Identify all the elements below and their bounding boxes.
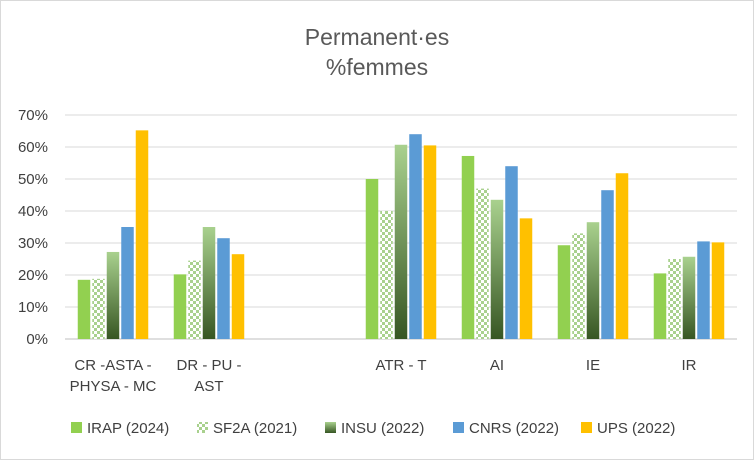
bar-insu-2022 xyxy=(394,144,408,339)
legend-item: CNRS (2022) xyxy=(453,420,559,437)
bar-irap-2024 xyxy=(173,274,187,339)
bars xyxy=(77,130,725,339)
y-tick-label: 30% xyxy=(18,235,48,252)
chart-title: Permanent·es %femmes xyxy=(305,24,449,80)
legend-swatch xyxy=(197,422,208,433)
bar-irap-2024 xyxy=(461,155,475,339)
bar-sf2a-2021 xyxy=(572,233,585,339)
bar-sf2a-2021 xyxy=(380,211,393,339)
y-tick-label: 20% xyxy=(18,267,48,284)
bar-cnrs-2022 xyxy=(217,238,230,339)
x-category-label: ATR - T xyxy=(375,357,426,374)
bar-irap-2024 xyxy=(365,179,379,339)
bar-cnrs-2022 xyxy=(505,166,518,339)
bar-cnrs-2022 xyxy=(697,241,710,339)
bar-ups-2022 xyxy=(135,130,149,339)
legend-label: SF2A (2021) xyxy=(213,420,297,437)
x-category-label: CR -ASTA - xyxy=(74,357,151,374)
bar-ups-2022 xyxy=(615,173,629,339)
legend-swatch xyxy=(581,422,592,433)
legend-label: UPS (2022) xyxy=(597,420,675,437)
bar-irap-2024 xyxy=(77,279,91,339)
y-axis-ticks: 0% 10% 20% 30% 40% 50% 60% 70% xyxy=(18,107,48,348)
bar-sf2a-2021 xyxy=(668,259,681,339)
bar-ups-2022 xyxy=(423,145,437,339)
y-tick-label: 0% xyxy=(26,331,48,348)
bar-cnrs-2022 xyxy=(601,190,614,339)
bar-sf2a-2021 xyxy=(92,278,105,339)
bar-sf2a-2021 xyxy=(188,260,201,339)
x-category-label: IE xyxy=(586,357,600,374)
legend-item: IRAP (2024) xyxy=(71,420,169,437)
bar-irap-2024 xyxy=(557,245,571,339)
bar-insu-2022 xyxy=(202,227,216,339)
x-category-label: IR xyxy=(682,357,697,374)
y-tick-label: 40% xyxy=(18,203,48,220)
legend: IRAP (2024) SF2A (2021) INSU (2022) CNRS (2… xyxy=(71,420,675,437)
legend-swatch xyxy=(453,422,464,433)
bar-ups-2022 xyxy=(711,242,725,339)
legend-item: INSU (2022) xyxy=(325,420,424,437)
y-tick-label: 50% xyxy=(18,171,48,188)
bar-insu-2022 xyxy=(682,256,696,339)
x-category-label: PHYSA - MC xyxy=(70,378,157,395)
chart-title-line: Permanent·es xyxy=(305,24,449,50)
legend-swatch xyxy=(71,422,82,433)
bar-insu-2022 xyxy=(490,199,504,339)
bar-ups-2022 xyxy=(519,218,533,339)
y-tick-label: 70% xyxy=(18,107,48,124)
bar-sf2a-2021 xyxy=(476,188,489,339)
legend-swatch xyxy=(325,422,336,433)
bar-insu-2022 xyxy=(586,222,600,339)
bar-cnrs-2022 xyxy=(121,227,134,339)
bar-insu-2022 xyxy=(106,251,120,339)
legend-item: UPS (2022) xyxy=(581,420,675,437)
bar-ups-2022 xyxy=(231,254,245,339)
y-tick-label: 60% xyxy=(18,139,48,156)
x-axis-categories: CR -ASTA - PHYSA - MC DR - PU - AST ATR - T A… xyxy=(70,357,697,395)
legend-label: IRAP (2024) xyxy=(87,420,169,437)
x-category-label: AI xyxy=(490,357,504,374)
legend-label: CNRS (2022) xyxy=(469,420,559,437)
y-tick-label: 10% xyxy=(18,299,48,316)
chart-title-line: %femmes xyxy=(326,54,428,80)
x-category-label: AST xyxy=(194,378,223,395)
legend-label: INSU (2022) xyxy=(341,420,424,437)
x-category-label: DR - PU - xyxy=(177,357,242,374)
bar-cnrs-2022 xyxy=(409,134,422,339)
bar-irap-2024 xyxy=(653,273,667,339)
legend-item: SF2A (2021) xyxy=(197,420,297,437)
